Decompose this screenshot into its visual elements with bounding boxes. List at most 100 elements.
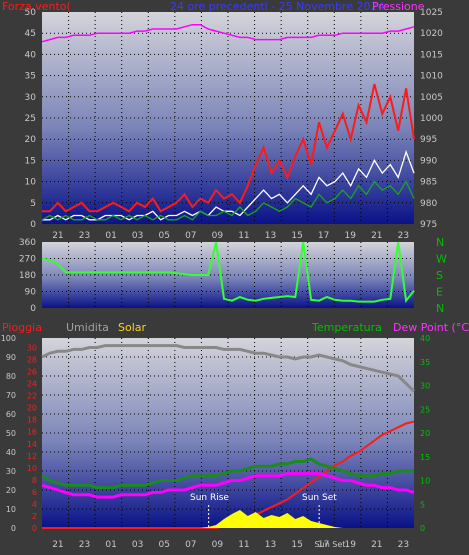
direction-tick: 0	[30, 304, 36, 314]
compass-label: N	[436, 236, 444, 249]
rain-tick: 20	[27, 404, 37, 413]
x-tick-label: 21	[52, 540, 63, 550]
compass-label: E	[436, 286, 443, 299]
rain-tick: 18	[27, 416, 37, 425]
pressure-line	[41, 23, 415, 43]
x-tick-label: 07	[185, 231, 196, 241]
x-tick-label: 07	[185, 540, 196, 550]
direction-tick: 90	[25, 288, 37, 298]
temperature-tick: 5	[420, 500, 425, 509]
wind-direction-line	[41, 241, 415, 304]
pressure-axis-title: Pressione	[372, 0, 425, 13]
temperature-tick: 0	[420, 524, 425, 533]
x-tick-label: 03	[132, 231, 143, 241]
x-tick-label: 23	[398, 540, 409, 550]
pressure-tick: 995	[420, 135, 437, 145]
rain-tick: 0	[32, 524, 37, 533]
rain-tick: 12	[27, 452, 37, 461]
wind-tick: 10	[25, 178, 37, 188]
rain-tick: 14	[27, 440, 37, 449]
x-tick-label: 19	[345, 540, 357, 550]
pressure-tick: 985	[420, 178, 437, 188]
rain-tick: 10	[27, 464, 37, 473]
wind-grid	[42, 12, 414, 224]
wind-tick: 0	[30, 220, 36, 230]
x-tick-label: 09	[212, 540, 224, 550]
x-tick-label: 03	[132, 540, 143, 550]
rain-tick: 8	[32, 476, 37, 485]
wind-tick: 20	[25, 135, 37, 145]
rain-tick: 4	[32, 500, 37, 509]
x-tick-label: 11	[238, 540, 249, 550]
rain-label: Pioggia	[2, 321, 42, 334]
x-tick-label: 23	[79, 231, 90, 241]
direction-tick: 270	[19, 255, 36, 265]
x-tick-label: 23	[398, 231, 409, 241]
chart-title: 24 ore precedenti - 25 Novembre 2024	[170, 0, 385, 13]
pressure-tick: 1010	[420, 72, 443, 82]
temperature-tick: 20	[420, 429, 430, 438]
pressure-tick: 1025	[420, 8, 443, 18]
x-tick-label: 05	[159, 540, 170, 550]
x-tick-label: 21	[371, 231, 382, 241]
pressure-tick: 975	[420, 220, 437, 230]
wind-tick: 30	[25, 93, 37, 103]
temperature-tick: 15	[420, 453, 430, 462]
humidity-tick: 100	[1, 334, 16, 343]
x-tick-label: 23	[79, 540, 90, 550]
temperature-label: Temperatura	[311, 321, 382, 334]
sunset-x-label: Sun Set	[315, 540, 346, 549]
x-tick-label: 17	[318, 540, 329, 550]
dew-point-label: Dew Point (°C)	[393, 321, 469, 334]
humidity-tick: 40	[6, 448, 16, 457]
rain-tick: 2	[32, 512, 37, 521]
humidity-tick: 30	[6, 467, 16, 476]
pressure-tick: 1015	[420, 50, 443, 60]
pressure-tick: 990	[420, 156, 437, 166]
pressure-tick: 1005	[420, 93, 443, 103]
temperature-tick: 40	[420, 334, 430, 343]
x-tick-label: 21	[371, 540, 382, 550]
climate-series	[41, 344, 416, 529]
x-tick-label: 01	[105, 231, 116, 241]
wind-tick: 40	[25, 50, 37, 60]
rain-tick: 28	[27, 356, 37, 365]
wind-line	[42, 83, 415, 213]
humidity-tick: 70	[6, 391, 16, 400]
climate-axis-ticks: 0102030405060708090100024681012141618202…	[1, 334, 430, 550]
humidity-tick: 20	[6, 486, 16, 495]
humidity-label: Umidita	[66, 321, 109, 334]
wind-tick: 5	[30, 199, 36, 209]
wind-tick: 45	[25, 29, 36, 39]
rain-tick: 24	[27, 380, 37, 389]
x-tick-label: 17	[318, 231, 329, 241]
direction-tick: 360	[19, 238, 36, 248]
x-tick-label: 15	[291, 231, 302, 241]
x-tick-label: 09	[212, 231, 224, 241]
direction-tick: 180	[19, 271, 36, 281]
x-tick-label: 13	[265, 540, 276, 550]
humidity-tick: 60	[6, 410, 16, 419]
humidity-tick: 10	[6, 505, 16, 514]
humidity-tick: 50	[6, 429, 16, 438]
temperature-line	[41, 457, 414, 490]
x-tick-label: 21	[52, 231, 63, 241]
pressure-tick: 980	[420, 199, 437, 209]
compass-label: W	[436, 253, 447, 266]
direction-series	[41, 241, 415, 304]
wind-series	[41, 23, 415, 221]
humidity-tick: 0	[11, 524, 16, 533]
temperature-tick: 30	[420, 382, 430, 391]
pressure-tick: 1000	[420, 114, 443, 124]
wind-axis-title: Forza vento(	[2, 0, 71, 13]
rain-tick: 22	[27, 392, 37, 401]
rain-tick: 30	[27, 344, 37, 353]
solar-label: Solar	[118, 321, 147, 334]
rain-tick: 26	[27, 368, 37, 377]
rain-tick: 16	[27, 428, 37, 437]
dew-point-line	[41, 471, 415, 499]
solar-area	[42, 510, 414, 528]
humidity-tick: 80	[6, 372, 16, 381]
